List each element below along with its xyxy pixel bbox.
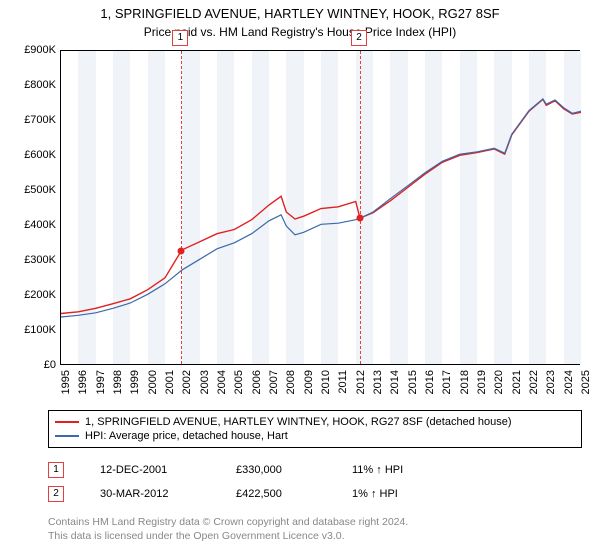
legend-row: HPI: Average price, detached house, Hart [55,429,575,443]
chart-area: £0£100K£200K£300K£400K£500K£600K£700K£80… [60,50,580,365]
x-tick-label: 1995 [60,370,72,394]
y-tick-label: £0 [44,359,56,371]
y-tick-label: £100K [24,324,56,336]
x-tick-label: 2004 [216,370,228,394]
sales-row-marker: 1 [48,462,64,478]
sales-row: 2 30-MAR-2012 £422,500 1% ↑ HPI [48,482,403,506]
sales-row-marker: 2 [48,486,64,502]
x-tick-label: 2013 [372,370,384,394]
sale-marker-box: 1 [172,30,188,46]
legend-label: HPI: Average price, detached house, Hart [85,430,288,442]
x-tick-label: 2023 [545,370,557,394]
x-tick-label: 2011 [337,370,349,394]
series-address [61,99,581,313]
x-tick-label: 2008 [285,370,297,394]
sale-dot [357,215,364,222]
sales-table: 1 12-DEC-2001 £330,000 11% ↑ HPI 2 30-MAR-201… [48,458,403,506]
x-tick-label: 1996 [77,370,89,394]
y-tick-label: £600K [24,149,56,161]
legend-label: 1, SPRINGFIELD AVENUE, HARTLEY WINTNEY, … [85,416,512,428]
y-tick-label: £500K [24,184,56,196]
x-tick-label: 1998 [112,370,124,394]
sales-row-price: £330,000 [236,464,316,476]
x-tick-label: 2017 [441,370,453,394]
x-tick-label: 2000 [147,370,159,394]
x-tick-label: 2015 [407,370,419,394]
sale-dot [178,247,185,254]
x-tick-label: 2005 [233,370,245,394]
sales-row-date: 12-DEC-2001 [100,464,200,476]
x-tick-label: 2001 [164,370,176,394]
sale-vline [360,51,361,364]
sales-row-price: £422,500 [236,488,316,500]
y-tick-label: £900K [24,44,56,56]
chart-subtitle: Price paid vs. HM Land Registry's House … [0,23,600,39]
x-tick-label: 2019 [476,370,488,394]
y-tick-label: £700K [24,114,56,126]
x-tick-label: 2018 [459,370,471,394]
plot-region [60,50,580,365]
x-tick-label: 2002 [181,370,193,394]
sale-vline [181,51,182,364]
x-tick-label: 2007 [268,370,280,394]
footer-attribution: Contains HM Land Registry data © Crown c… [48,515,408,543]
x-tick-label: 2010 [320,370,332,394]
x-tick-label: 2022 [528,370,540,394]
legend-row: 1, SPRINGFIELD AVENUE, HARTLEY WINTNEY, … [55,415,575,429]
x-tick-label: 2016 [424,370,436,394]
y-tick-label: £400K [24,219,56,231]
footer-line2: This data is licensed under the Open Gov… [48,529,408,543]
footer-line1: Contains HM Land Registry data © Crown c… [48,515,408,529]
x-tick-label: 2025 [580,370,592,394]
y-tick-label: £300K [24,254,56,266]
x-tick-label: 2021 [511,370,523,394]
legend-swatch [55,435,79,437]
y-tick-label: £800K [24,79,56,91]
sale-marker-box: 2 [351,30,367,46]
x-tick-label: 2024 [563,370,575,394]
sales-row-pct: 11% ↑ HPI [352,464,403,476]
x-tick-label: 2020 [493,370,505,394]
legend-swatch [55,421,79,423]
x-tick-label: 2003 [199,370,211,394]
y-tick-label: £200K [24,289,56,301]
x-tick-label: 1997 [95,370,107,394]
chart-title: 1, SPRINGFIELD AVENUE, HARTLEY WINTNEY, … [0,0,600,23]
sales-row: 1 12-DEC-2001 £330,000 11% ↑ HPI [48,458,403,482]
x-tick-label: 2009 [303,370,315,394]
legend: 1, SPRINGFIELD AVENUE, HARTLEY WINTNEY, … [48,410,582,448]
chart-container: 1, SPRINGFIELD AVENUE, HARTLEY WINTNEY, … [0,0,600,560]
x-tick-label: 2006 [251,370,263,394]
x-tick-label: 1999 [129,370,141,394]
x-tick-label: 2012 [355,370,367,394]
sales-row-pct: 1% ↑ HPI [352,488,398,500]
sales-row-date: 30-MAR-2012 [100,488,200,500]
line-series [61,51,581,366]
x-tick-label: 2014 [389,370,401,394]
